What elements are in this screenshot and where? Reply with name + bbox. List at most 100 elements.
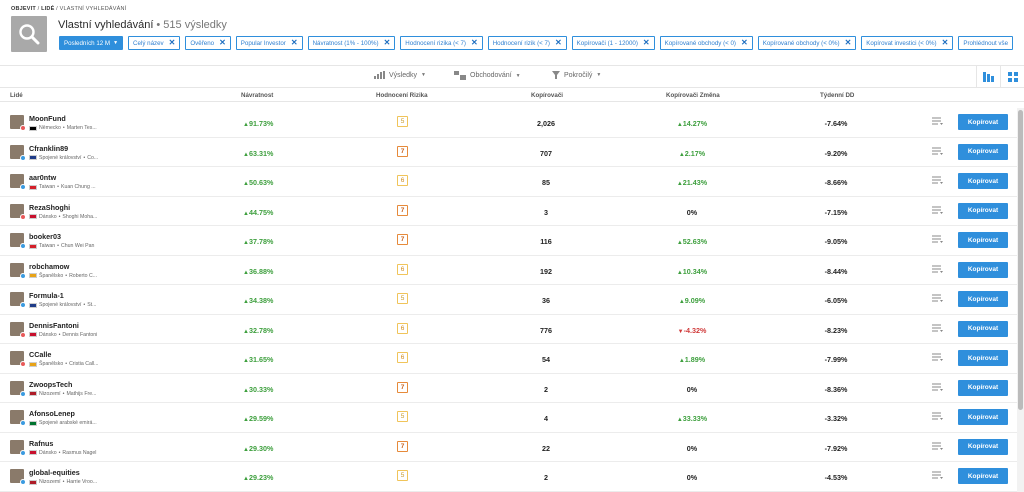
watchlist-menu-icon[interactable] <box>932 324 943 335</box>
user-name[interactable]: robchamow <box>29 261 70 271</box>
watchlist-menu-icon[interactable] <box>932 471 943 482</box>
watchlist-menu-icon[interactable] <box>932 147 943 158</box>
filter-chip[interactable]: Kopírovači (1 - 12000) ✕ <box>571 36 655 50</box>
table-row[interactable]: Rafnus Dánsko • Rasmus Nagel ▲29.30% 7 2… <box>0 433 1017 462</box>
close-icon[interactable]: ✕ <box>844 38 852 47</box>
watchlist-menu-icon[interactable] <box>932 176 943 187</box>
table-row[interactable]: DennisFantoni Dánsko • Dennis Fantoni ▲3… <box>0 315 1017 344</box>
avatar[interactable] <box>10 439 26 456</box>
period-dropdown[interactable]: Posledních 12 M ▼ <box>59 36 124 50</box>
user-name[interactable]: RezaShoghi <box>29 202 71 212</box>
avatar[interactable] <box>10 144 26 161</box>
scrollbar-thumb[interactable] <box>1018 110 1023 410</box>
table-row[interactable]: aar0ntw Taiwan • Kuan Chung ... ▲50.63% … <box>0 167 1017 197</box>
close-icon[interactable]: ✕ <box>554 38 562 47</box>
grid-view-button[interactable] <box>1000 66 1024 88</box>
avatar[interactable] <box>10 174 26 190</box>
close-icon[interactable]: ✕ <box>290 38 298 47</box>
watchlist-menu-icon[interactable] <box>932 353 943 364</box>
col-copiers-change[interactable]: Kopírovači Změna <box>666 92 720 99</box>
filter-chip[interactable]: Celý název ✕ <box>128 36 181 50</box>
avatar[interactable] <box>10 410 26 426</box>
avatar[interactable] <box>10 115 26 131</box>
col-people[interactable]: Lidé <box>10 92 23 99</box>
copy-button[interactable]: Kopírovat <box>958 232 1008 248</box>
filter-chip[interactable]: Hodnocení rizik (< 7) ✕ <box>487 36 567 50</box>
close-icon[interactable]: ✕ <box>740 38 748 47</box>
filter-chip[interactable]: Hodnocení rizika (< 7) ✕ <box>400 36 483 50</box>
watchlist-menu-icon[interactable] <box>932 412 943 423</box>
copy-button[interactable]: Kopírovat <box>958 409 1008 425</box>
close-icon[interactable]: ✕ <box>471 38 478 47</box>
watchlist-menu-icon[interactable] <box>932 383 943 394</box>
table-row[interactable]: Formula-1 Spojené království • St... ▲34… <box>0 285 1017 315</box>
watchlist-menu-icon[interactable] <box>932 265 943 276</box>
copy-button[interactable]: Kopírovat <box>958 438 1008 455</box>
breadcrumb-discover[interactable]: OBJEVIT <box>11 6 36 12</box>
filter-chip[interactable]: Ověřeno ✕ <box>185 36 231 50</box>
copy-button[interactable]: Kopírovat <box>958 291 1008 307</box>
table-row[interactable]: booker03 Taiwan • Chun Wei Pan ▲37.78% 7… <box>0 226 1017 256</box>
close-icon[interactable]: ✕ <box>941 38 949 47</box>
list-view-button[interactable] <box>976 66 1000 88</box>
table-row[interactable]: AfonsoLenep Spojené arabské emirá... ▲29… <box>0 403 1017 433</box>
filter-chip[interactable]: Kopírovat investici (< 0%) ✕ <box>861 36 954 50</box>
filter-chip[interactable]: Kopírované obchody (< 0%) ✕ <box>757 36 857 50</box>
user-name[interactable]: global-equities <box>29 468 80 477</box>
close-icon[interactable]: ✕ <box>642 38 650 47</box>
watchlist-menu-icon[interactable] <box>932 206 943 217</box>
table-row[interactable]: CCalle Španělsko • Cristia Call... ▲31.6… <box>0 344 1017 374</box>
user-name[interactable]: booker03 <box>29 232 61 241</box>
avatar[interactable] <box>10 203 26 220</box>
copy-button[interactable]: Kopírovat <box>958 143 1008 160</box>
trading-dropdown[interactable]: Obchodování ▼ <box>454 71 521 80</box>
user-name[interactable]: Formula-1 <box>29 291 64 300</box>
filter-chip[interactable]: Návratnost (1% - 100%) ✕ <box>307 36 396 50</box>
copy-button[interactable]: Kopírovat <box>958 114 1008 130</box>
copy-button[interactable]: Kopírovat <box>958 202 1008 219</box>
avatar[interactable] <box>10 292 26 308</box>
watchlist-menu-icon[interactable] <box>932 117 943 128</box>
table-row[interactable]: MoonFund Německo • Marten Tes... ▲91.73%… <box>0 108 1017 138</box>
user-name[interactable]: Rafnus <box>29 438 54 448</box>
copy-button[interactable]: Kopírovat <box>958 379 1008 396</box>
copy-button[interactable]: Kopírovat <box>958 350 1008 366</box>
copy-button[interactable]: Kopírovat <box>958 173 1008 189</box>
results-dropdown[interactable]: Výsledky ▼ <box>374 71 426 79</box>
col-copiers[interactable]: Kopírovači <box>531 92 563 99</box>
show-all-filters[interactable]: Prohlédnout vše <box>958 36 1014 50</box>
avatar[interactable] <box>10 233 26 249</box>
avatar[interactable] <box>10 380 26 397</box>
user-name[interactable]: Cfranklin89 <box>29 143 69 153</box>
user-name[interactable]: DennisFantoni <box>29 320 79 330</box>
copy-button[interactable]: Kopírovat <box>958 468 1008 484</box>
watchlist-menu-icon[interactable] <box>932 442 943 453</box>
table-row[interactable]: Cfranklin89 Spojené království • Co... ▲… <box>0 138 1017 167</box>
avatar[interactable] <box>10 262 26 279</box>
table-row[interactable]: global-equities Nizozemí • Harrie Vroo..… <box>0 462 1017 492</box>
table-row[interactable]: ZwoopsTech Nizozemí • Mathijs Fre... ▲30… <box>0 374 1017 403</box>
avatar[interactable] <box>10 469 26 485</box>
user-name[interactable]: ZwoopsTech <box>29 379 73 389</box>
col-return[interactable]: Návratnost <box>241 92 274 99</box>
breadcrumb-people[interactable]: LIDÉ <box>41 6 55 12</box>
close-icon[interactable]: ✕ <box>219 38 226 47</box>
col-risk[interactable]: Hodnocení Rizika <box>376 92 428 99</box>
close-icon[interactable]: ✕ <box>383 38 391 47</box>
table-row[interactable]: robchamow Španělsko • Roberto C... ▲36.8… <box>0 256 1017 285</box>
user-name[interactable]: AfonsoLenep <box>29 409 75 418</box>
filter-chip[interactable]: Popular Investor ✕ <box>235 36 303 50</box>
filter-chip[interactable]: Kopírované obchody (< 0) ✕ <box>659 36 753 50</box>
copy-button[interactable]: Kopírovat <box>958 320 1008 337</box>
table-row[interactable]: RezaShoghi Dánsko • Shoghi Moha... ▲44.7… <box>0 197 1017 226</box>
watchlist-menu-icon[interactable] <box>932 235 943 246</box>
close-icon[interactable]: ✕ <box>168 38 176 47</box>
col-weekly-dd[interactable]: Týdenní DD <box>820 92 855 99</box>
user-name[interactable]: MoonFund <box>29 114 66 123</box>
user-name[interactable]: CCalle <box>29 350 52 359</box>
avatar[interactable] <box>10 351 26 367</box>
avatar[interactable] <box>10 321 26 338</box>
watchlist-menu-icon[interactable] <box>932 294 943 305</box>
scrollbar[interactable] <box>1017 108 1024 492</box>
advanced-dropdown[interactable]: Pokročilý ▼ <box>552 71 601 79</box>
